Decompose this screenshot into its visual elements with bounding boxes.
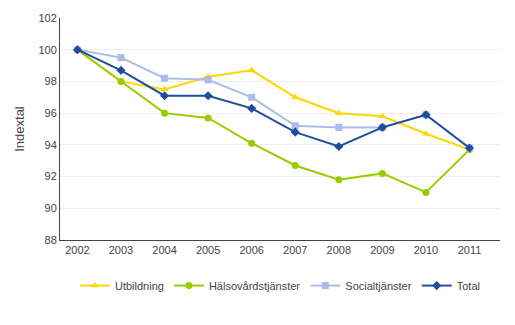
svg-text:Utbildning: Utbildning (115, 280, 164, 292)
svg-text:2010: 2010 (414, 244, 438, 256)
svg-text:2006: 2006 (239, 244, 263, 256)
svg-text:2007: 2007 (283, 244, 307, 256)
svg-text:Hälsovårdstjänster: Hälsovårdstjänster (209, 280, 300, 292)
svg-text:Socialtjänster: Socialtjänster (345, 280, 411, 292)
svg-text:88: 88 (45, 234, 57, 246)
svg-text:Indextal: Indextal (12, 106, 27, 152)
svg-text:100: 100 (38, 44, 56, 56)
svg-text:2009: 2009 (370, 244, 394, 256)
svg-text:2003: 2003 (109, 244, 133, 256)
svg-text:90: 90 (45, 202, 57, 214)
svg-text:Total: Total (457, 280, 480, 292)
svg-text:2005: 2005 (196, 244, 220, 256)
svg-text:92: 92 (45, 170, 57, 182)
svg-text:2008: 2008 (327, 244, 351, 256)
svg-text:94: 94 (45, 139, 57, 151)
svg-text:102: 102 (38, 12, 56, 24)
svg-text:96: 96 (45, 107, 57, 119)
svg-text:2002: 2002 (65, 244, 89, 256)
svg-text:2011: 2011 (458, 244, 482, 256)
svg-text:98: 98 (45, 75, 57, 87)
svg-text:2004: 2004 (152, 244, 176, 256)
